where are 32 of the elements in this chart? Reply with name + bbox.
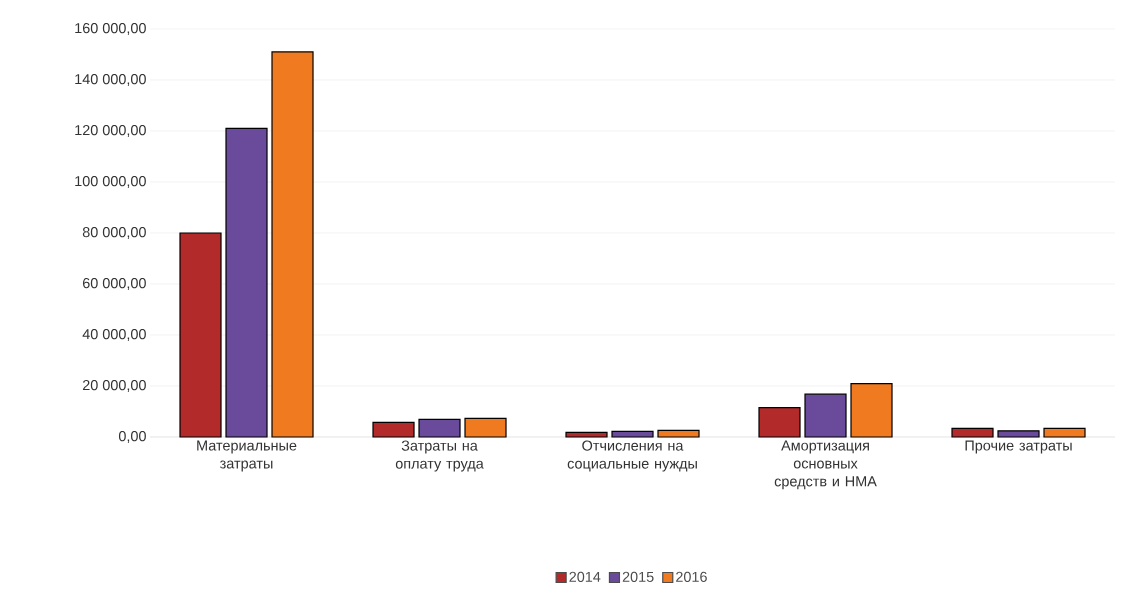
x-tick-label: Затраты на оплату труда <box>395 440 484 472</box>
bar <box>225 127 268 438</box>
bar <box>804 393 847 438</box>
bar <box>657 429 700 438</box>
y-tick-label: 100 000,00 <box>75 176 146 188</box>
y-tick-label: 80 000,00 <box>82 227 146 239</box>
bar <box>372 421 415 438</box>
y-tick-label: 0,00 <box>118 431 146 443</box>
x-tick-label: Отчисления на социальные нужды <box>567 440 697 472</box>
x-tick-label: Материальные затраты <box>197 440 297 472</box>
y-tick-label: 40 000,00 <box>82 329 146 341</box>
x-tick-label: Амортизация основных средств и НМА <box>774 440 877 490</box>
bar <box>565 431 608 438</box>
bar <box>850 383 893 438</box>
bar <box>611 430 654 438</box>
bar <box>997 430 1040 438</box>
y-tick-label: 20 000,00 <box>82 380 146 392</box>
legend-label: 2014 <box>569 571 601 582</box>
legend-label: 2016 <box>676 571 707 582</box>
y-tick-label: 140 000,00 <box>75 74 146 86</box>
bar <box>464 417 507 438</box>
bar <box>418 418 461 438</box>
bar <box>271 51 314 438</box>
bar <box>179 232 222 438</box>
bar <box>1043 427 1086 438</box>
y-tick-label: 120 000,00 <box>75 125 146 137</box>
y-tick-label: 60 000,00 <box>82 278 146 290</box>
x-tick-label: Прочие затраты <box>965 440 1072 454</box>
bar <box>951 427 994 438</box>
legend-label: 2015 <box>622 571 654 582</box>
bar <box>758 407 801 438</box>
y-tick-label: 160 000,00 <box>75 23 146 35</box>
